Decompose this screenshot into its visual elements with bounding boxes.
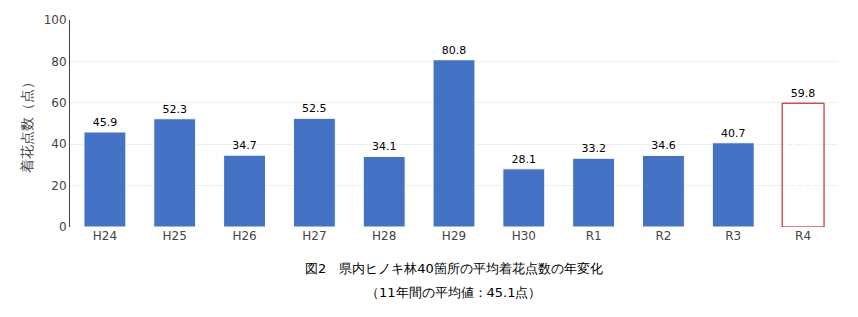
svg-text:100: 100 [44, 13, 67, 27]
svg-text:R2: R2 [655, 229, 671, 243]
svg-text:H29: H29 [442, 229, 466, 243]
svg-text:20: 20 [51, 179, 66, 193]
svg-text:H26: H26 [232, 229, 256, 243]
svg-text:40.7: 40.7 [721, 127, 746, 140]
svg-text:着花点数（点）: 着花点数（点） [19, 75, 35, 173]
svg-text:52.5: 52.5 [302, 102, 327, 115]
svg-text:45.9: 45.9 [93, 116, 118, 129]
svg-text:59.8: 59.8 [791, 87, 816, 100]
svg-text:34.7: 34.7 [232, 139, 256, 152]
svg-text:33.2: 33.2 [581, 142, 606, 155]
svg-text:40: 40 [51, 137, 66, 151]
svg-text:R3: R3 [725, 229, 741, 243]
svg-text:H25: H25 [163, 229, 187, 243]
svg-text:0: 0 [59, 220, 67, 234]
svg-text:H27: H27 [302, 229, 326, 243]
svg-text:H28: H28 [372, 229, 396, 243]
svg-text:80: 80 [51, 55, 66, 69]
svg-text:R1: R1 [586, 229, 602, 243]
svg-text:H24: H24 [93, 229, 117, 243]
svg-text:34.6: 34.6 [651, 139, 676, 152]
svg-text:28.1: 28.1 [512, 153, 537, 166]
svg-text:R4: R4 [795, 229, 811, 243]
svg-text:H30: H30 [512, 229, 536, 243]
svg-text:52.3: 52.3 [162, 103, 187, 116]
svg-text:図2 県内ヒノキ林40箇所の平均着花点数の年変化: 図2 県内ヒノキ林40箇所の平均着花点数の年変化 [305, 261, 603, 276]
svg-text:60: 60 [51, 96, 66, 110]
svg-text:34.1: 34.1 [372, 140, 397, 153]
svg-text:（11年間の平均値：45.1点）: （11年間の平均値：45.1点） [366, 285, 542, 300]
svg-text:80.8: 80.8 [442, 44, 467, 57]
